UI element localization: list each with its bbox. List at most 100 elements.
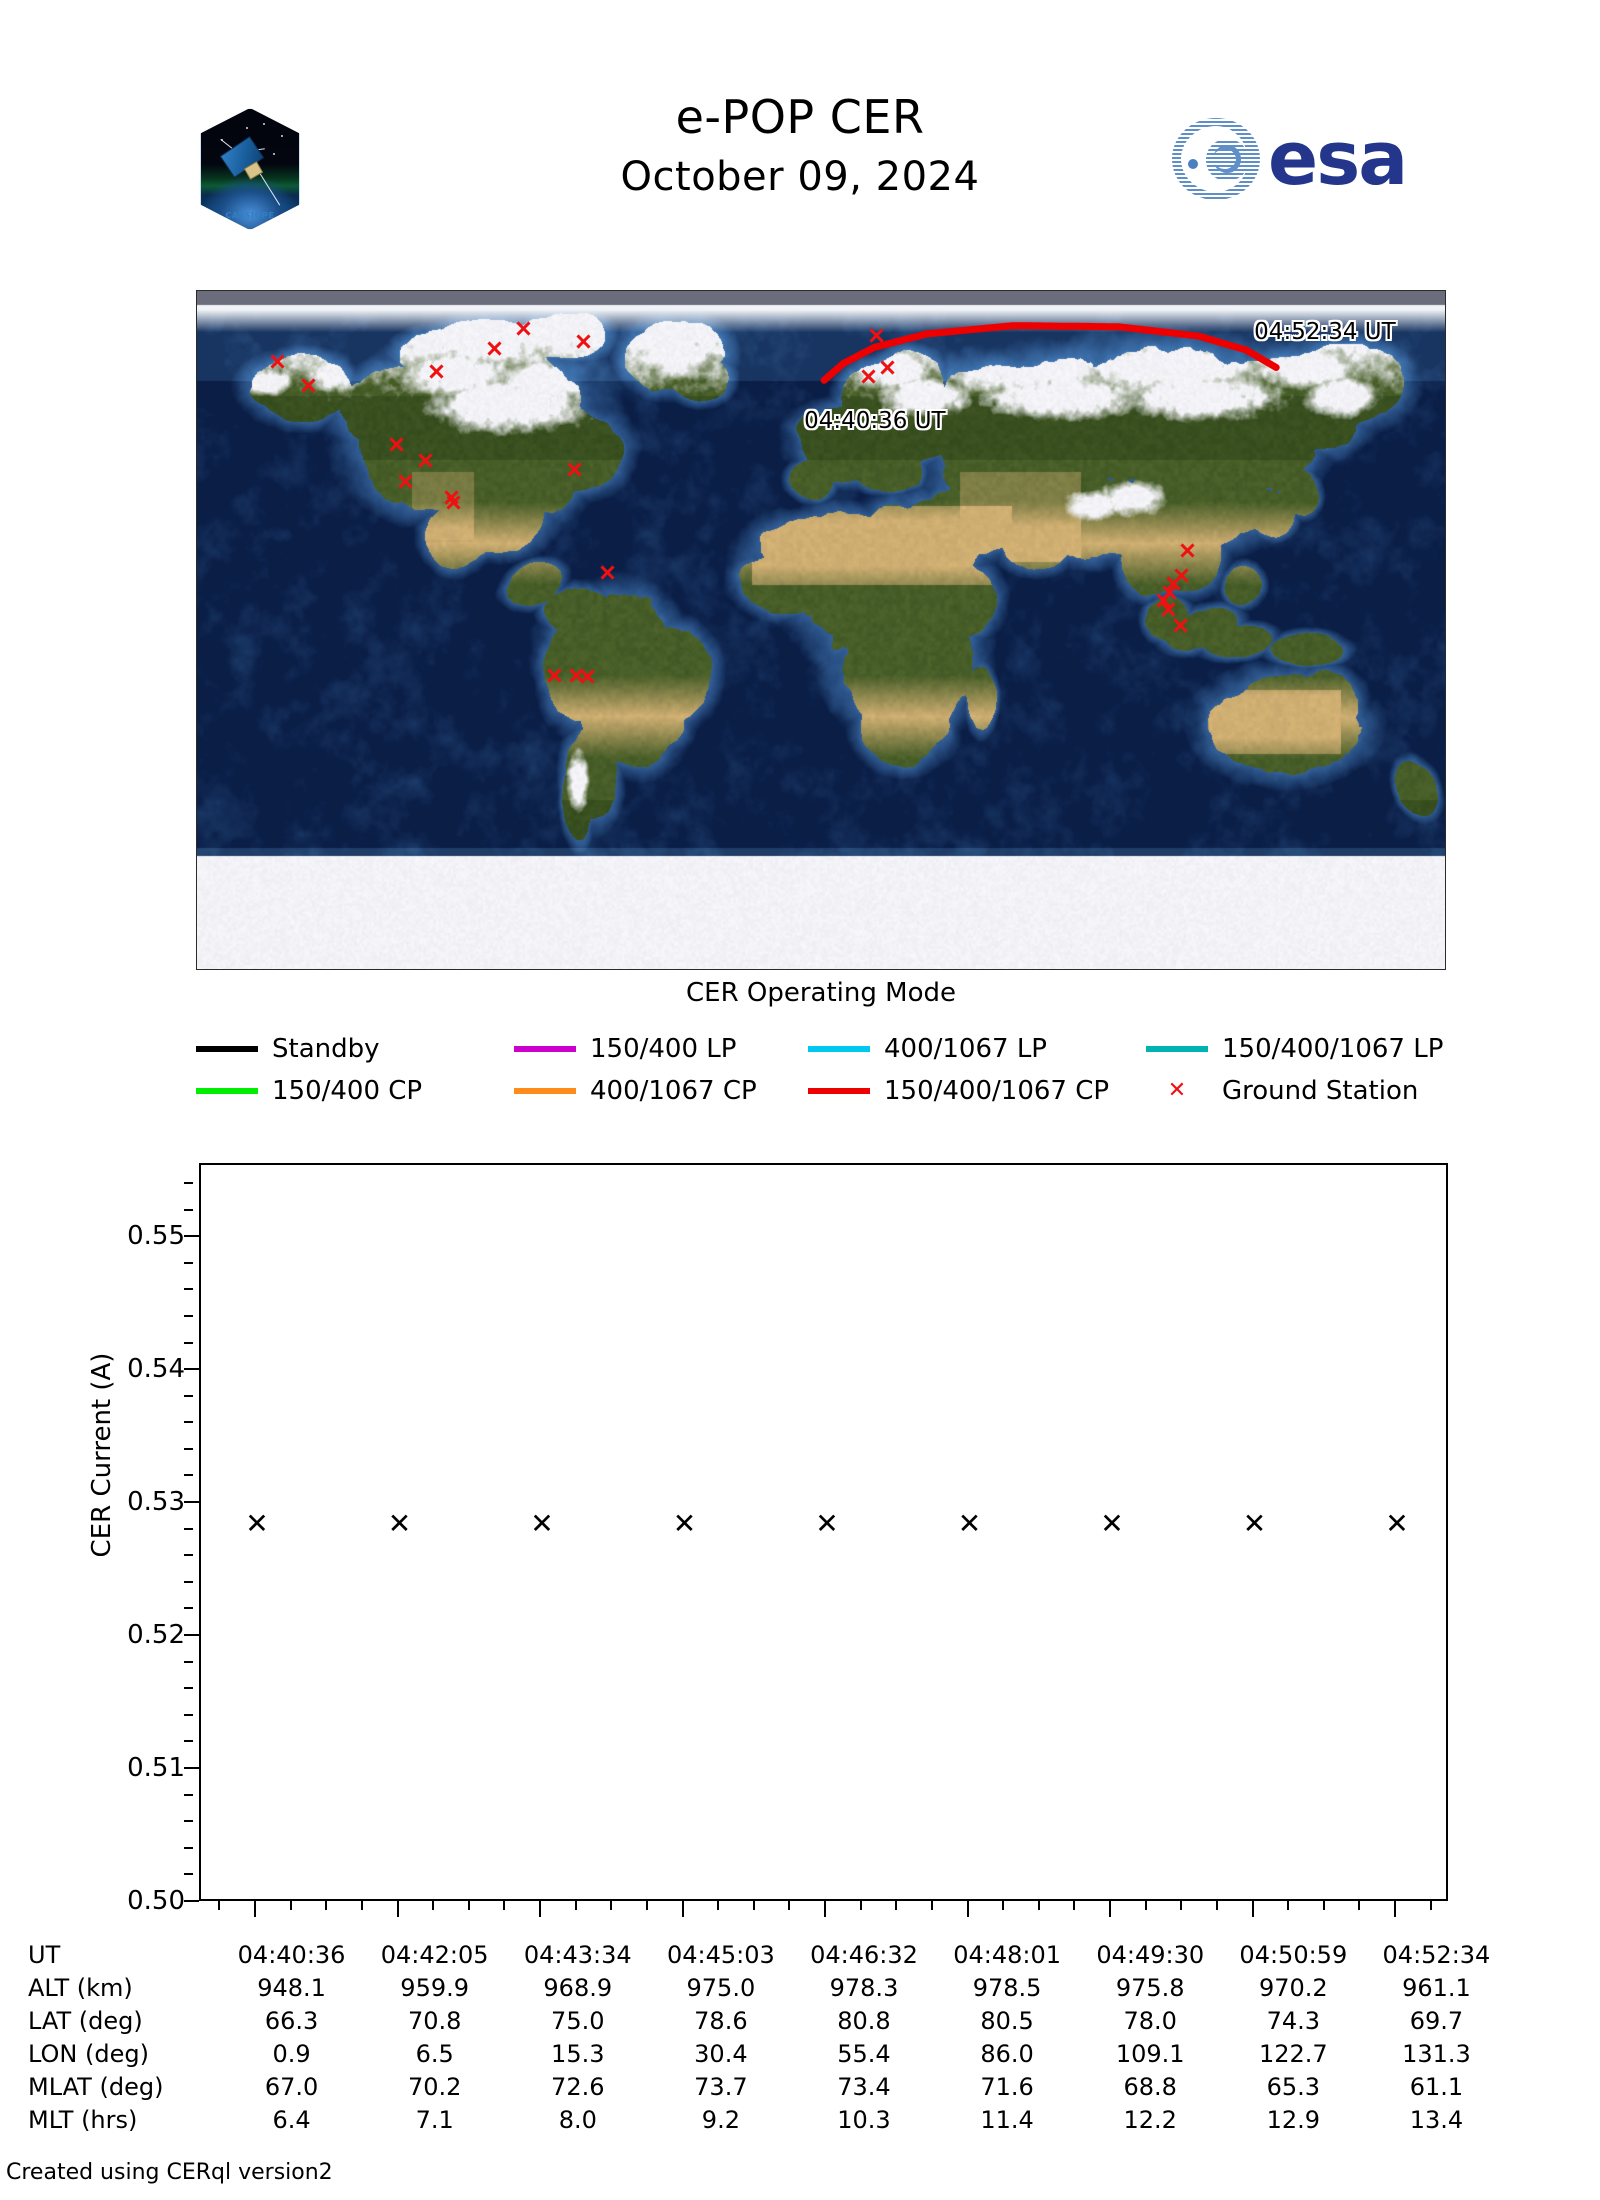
x-axis-minor-tick (467, 1901, 470, 1910)
table-cell: 10.3 (837, 2105, 891, 2134)
legend-label: Standby (272, 1034, 380, 1064)
y-axis-minor-tick (184, 1607, 193, 1610)
legend-item: 150/400 LP (514, 1034, 808, 1064)
operating-mode-legend: Standby 150/400 LP 400/1067 LP 150/400/1067… (196, 1028, 1466, 1112)
table-cell: 80.8 (837, 2006, 891, 2035)
table-cell: 78.6 (694, 2006, 748, 2035)
table-row-label: LON (deg) (28, 2039, 149, 2068)
table-cell: 69.7 (1409, 2006, 1464, 2035)
x-axis-minor-tick (930, 1901, 933, 1910)
cassiope-mission-patch-icon: CASSIOPE (200, 108, 300, 230)
table-cell: 9.2 (701, 2105, 740, 2134)
table-cell: 04:43:34 (523, 1940, 632, 1969)
table-cell: 970.2 (1258, 1973, 1328, 2002)
page-header: CASSIOPE e-POP CER October 09, 2024 (0, 0, 1600, 280)
legend-label: 150/400 LP (590, 1034, 737, 1064)
table-cell: 55.4 (837, 2039, 891, 2068)
footer-credit: Created using CERql version2 (6, 2160, 333, 2185)
y-axis-minor-tick (184, 1474, 193, 1477)
table-cell: 961.1 (1402, 1973, 1471, 2002)
table-cell: 978.3 (829, 1973, 899, 2002)
table-cell: 04:45:03 (666, 1940, 775, 1969)
y-axis-tick-label: 0.51 (127, 1753, 185, 1784)
legend-label: 150/400/1067 CP (884, 1076, 1110, 1106)
table-cell: 11.4 (980, 2105, 1034, 2134)
table-cell: 70.2 (407, 2072, 462, 2101)
x-axis-minor-tick (289, 1901, 292, 1910)
table-cell: 6.4 (272, 2105, 311, 2134)
y-axis-minor-tick (184, 1660, 193, 1663)
x-axis-major-tick (681, 1901, 684, 1917)
legend-item: 400/1067 CP (514, 1076, 808, 1106)
table-cell: 70.8 (407, 2006, 462, 2035)
table-row: MLT (hrs) 6.4 7.1 8.0 9.2 10.3 11.4 12.2 12.9 13.… (28, 2103, 1508, 2136)
legend-label: 150/400/1067 LP (1222, 1034, 1444, 1064)
table-cell: 959.9 (400, 1973, 470, 2002)
table-cell: 968.9 (543, 1973, 613, 2002)
table-cell: 73.4 (837, 2072, 891, 2101)
cer-current-plot: ✕ ✕ ✕ ✕ ✕ ✕ ✕ ✕ ✕ (199, 1163, 1448, 1901)
x-axis-minor-tick (1073, 1901, 1076, 1910)
table-row: LON (deg) 0.9 6.5 15.3 30.4 55.4 86.0 109.1 122.… (28, 2037, 1508, 2070)
table-row: MLAT (deg) 67.0 70.2 72.6 73.7 73.4 71.6 68.8 65… (28, 2070, 1508, 2103)
y-axis-minor-tick (184, 1288, 193, 1291)
table-cell: 04:52:34 (1382, 1940, 1491, 1969)
ground-track-map: 04:40:36 UT 04:52:34 UT (196, 290, 1446, 970)
y-axis-major-tick (184, 1235, 199, 1238)
page-title: e-POP CER (675, 90, 925, 144)
legend-color-swatch (514, 1088, 576, 1094)
y-axis-minor-tick (184, 1394, 193, 1397)
table-cell: 948.1 (257, 1973, 326, 2002)
esa-swirl-icon (1172, 118, 1260, 199)
y-axis-major-tick (184, 1767, 199, 1770)
legend-label: 400/1067 CP (590, 1076, 757, 1106)
map-caption: CER Operating Mode (685, 978, 956, 1008)
x-axis-minor-tick (788, 1901, 791, 1910)
x-axis-major-tick (824, 1901, 826, 1917)
esa-wordmark: esa (1268, 116, 1408, 202)
x-axis-minor-tick (1144, 1901, 1147, 1910)
table-cell: 109.1 (1115, 2039, 1185, 2068)
table-row-label: LAT (deg) (28, 2006, 143, 2035)
esa-swirl-dot (1188, 159, 1198, 169)
legend-color-swatch (196, 1046, 258, 1052)
data-point-marker: ✕ (672, 1507, 697, 1541)
table-cell: 72.6 (551, 2072, 605, 2101)
table-row-label: MLAT (deg) (28, 2072, 164, 2101)
table-cell: 8.0 (558, 2105, 597, 2134)
legend-item: 150/400 CP (196, 1076, 514, 1106)
legend-item: 150/400/1067 CP (808, 1076, 1146, 1106)
table-cell: 74.3 (1266, 2006, 1321, 2035)
x-axis-minor-tick (574, 1901, 577, 1910)
legend-color-swatch (514, 1046, 576, 1052)
mission-patch-label: CASSIOPE (225, 211, 275, 220)
orbit-parameters-grid: UT 04:40:36 04:42:05 04:43:34 04:45:03 04:46:… (28, 1938, 1508, 2136)
x-axis-minor-tick (717, 1901, 720, 1910)
x-axis-major-tick (1394, 1901, 1396, 1917)
y-axis-major-tick (184, 1501, 199, 1504)
table-row: UT 04:40:36 04:42:05 04:43:34 04:45:03 04:46:… (28, 1938, 1508, 1971)
y-axis-minor-tick (184, 1873, 193, 1876)
x-axis-minor-tick (325, 1901, 328, 1910)
legend-item: 400/1067 LP (808, 1034, 1146, 1064)
esa-logo: esa (1168, 118, 1452, 200)
table-cell: 68.8 (1123, 2072, 1177, 2101)
table-row-label: ALT (km) (28, 1973, 133, 2002)
y-axis-minor-tick (184, 1846, 193, 1849)
y-axis-minor-tick (184, 1527, 193, 1530)
table-cell: 975.8 (1115, 1973, 1185, 2002)
y-axis-tick-label: 0.55 (127, 1221, 185, 1252)
legend-row: 150/400 CP 400/1067 CP 150/400/1067 CP ✕ Gro… (196, 1070, 1466, 1112)
legend-color-swatch (808, 1046, 870, 1052)
table-cell: 78.0 (1123, 2006, 1177, 2035)
data-point-marker: ✕ (1100, 1507, 1124, 1541)
x-axis-minor-tick (360, 1901, 363, 1910)
x-axis-minor-tick (610, 1901, 613, 1910)
x-axis-minor-tick (1002, 1901, 1005, 1910)
y-axis-minor-tick (184, 1341, 193, 1344)
y-axis-tick-label: 0.52 (127, 1620, 185, 1651)
y-axis-minor-tick (184, 1208, 193, 1211)
table-cell: 75.0 (551, 2006, 605, 2035)
table-cell: 65.3 (1266, 2072, 1321, 2101)
y-axis-minor-tick (184, 1314, 193, 1317)
